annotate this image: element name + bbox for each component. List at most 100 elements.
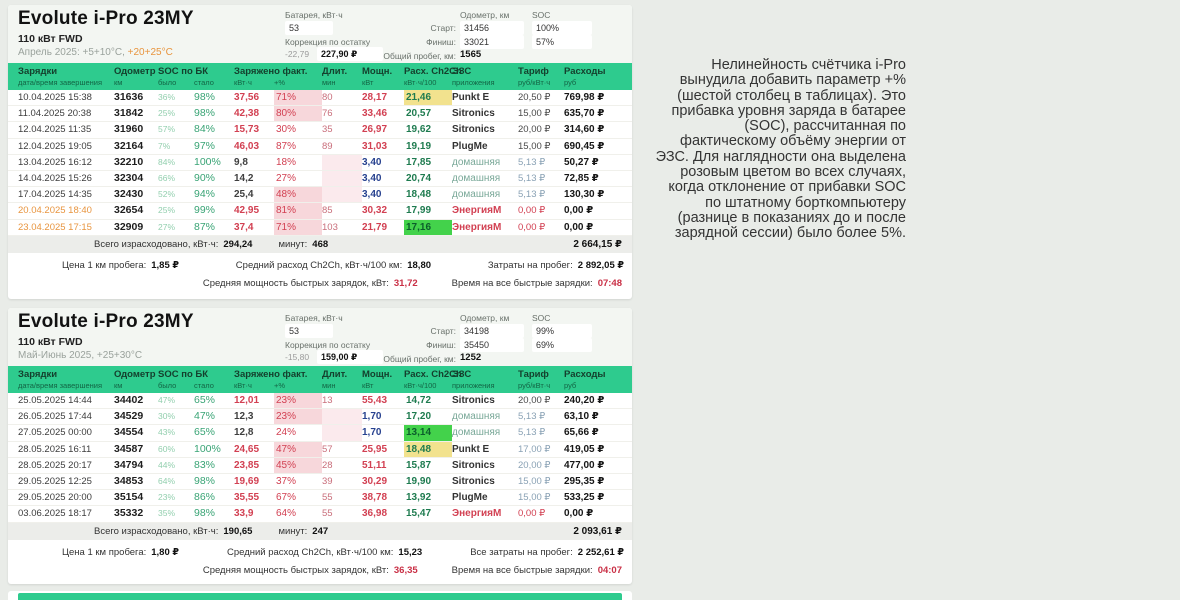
finish-soc-field[interactable]: 57% (532, 35, 592, 49)
totals-minutes-label: минут: (278, 238, 308, 250)
cell-soc-after: 90% (194, 171, 216, 184)
battery-field[interactable]: 53 (285, 21, 333, 35)
cell-odometer: 31636 (114, 91, 144, 103)
cell-date: 26.05.2025 17:44 (18, 411, 92, 423)
start-odometer-field[interactable]: 34198 (460, 324, 524, 338)
cell-odometer: 32210 (114, 155, 144, 168)
battery-field[interactable]: 53 (285, 324, 333, 338)
column-header: Длит. (322, 369, 348, 380)
cell-ch2ch: 19,90 (406, 475, 432, 487)
cell-tariff: 15,00 ₽ (518, 140, 551, 152)
totals-minutes-label: минут: (278, 525, 308, 537)
cell-charged-kwh: 35,55 (234, 492, 260, 504)
table-row: 12.04.2025 19:05 32164 7% 97% 46,03 87% 89 31,0… (8, 139, 632, 155)
cell-odometer: 32430 (114, 188, 144, 201)
cell-tariff: 0,00 ₽ (518, 205, 546, 217)
cell-cost: 477,00 ₽ (564, 459, 605, 471)
soc-label: SOC (532, 313, 551, 323)
cell-ch2ch: 19,19 (406, 140, 432, 152)
cell-ch2ch: 15,47 (406, 508, 432, 520)
column-subheader: кВт·ч (234, 381, 252, 390)
cell-power: 30,29 (362, 475, 388, 487)
avg-fast-power: Средняя мощность быстрых зарядок, кВт: 36… (202, 565, 418, 576)
cell-ch2ch: 13,92 (406, 492, 432, 504)
cell-tariff: 15,00 ₽ (518, 108, 551, 120)
cell-date: 12.04.2025 19:05 (18, 140, 92, 152)
cell-soc-plus: 23% (274, 409, 322, 425)
start-soc-field[interactable]: 99% (532, 324, 592, 338)
cell-power: 30,32 (362, 205, 388, 217)
cell-station-app: Punkt E (452, 443, 490, 455)
cell-charged-kwh: 37,56 (234, 92, 260, 103)
cell-date: 12.04.2025 11:35 (18, 124, 92, 136)
cell-ch2ch: 13,14 (404, 425, 452, 441)
cell-tariff: 20,00 ₽ (518, 124, 551, 136)
start-odometer-field[interactable]: 31456 (460, 21, 524, 35)
cell-soc-plus: 37% (276, 475, 297, 487)
cell-date: 14.04.2025 15:26 (18, 172, 92, 184)
cell-tariff: 5,13 ₽ (518, 189, 546, 201)
cell-power: 26,97 (362, 124, 388, 136)
column-header: Мощн. (362, 369, 393, 380)
cell-soc-after: 83% (194, 458, 216, 471)
totals-minutes-value: 468 (312, 238, 329, 250)
cell-cost: 314,60 ₽ (564, 124, 605, 136)
cell-power: 55,43 (362, 395, 388, 406)
cell-station-app: домашняя (452, 411, 501, 423)
totals-kwh-value: 294,24 (223, 238, 253, 250)
cell-duration (322, 425, 362, 441)
correction-rub-field[interactable]: 227,90 ₽ (317, 47, 383, 61)
finish-soc-field[interactable]: 69% (532, 338, 592, 352)
cell-date: 20.04.2025 18:40 (18, 205, 92, 217)
cell-soc-before: 57% (158, 124, 176, 135)
cell-power: 38,78 (362, 492, 388, 504)
start-label: Старт: (430, 23, 456, 33)
column-subheader: мин (322, 78, 336, 87)
avg-consumption: Средний расход Ch2Ch, кВт·ч/100 км: 15,23 (226, 547, 423, 558)
report-header-may-june: Evolute i-Pro 23MY 110 кВт FWD Май-Июнь … (8, 308, 632, 366)
finish-label: Финиш: (426, 37, 456, 47)
summary-block: Цена 1 км пробега: 1,85 ₽ Средний расход … (8, 253, 632, 293)
cell-soc-after: 86% (194, 491, 216, 504)
cell-soc-plus: 64% (276, 508, 297, 520)
cell-station-app: Sitronics (452, 395, 495, 406)
start-soc-field[interactable]: 100% (532, 21, 592, 35)
correction-rub-field[interactable]: 159,00 ₽ (317, 350, 383, 364)
cell-charged-kwh: 46,03 (234, 140, 260, 152)
totals-kwh-value: 190,65 (223, 525, 253, 537)
cell-power: 3,40 (362, 156, 382, 168)
finish-odometer-field[interactable]: 35450 (460, 338, 524, 352)
cell-odometer: 32304 (114, 171, 144, 184)
cell-station-app: Sitronics (452, 124, 495, 136)
cell-station-app: домашняя (452, 427, 501, 439)
cell-odometer: 34402 (114, 394, 144, 406)
cell-cost: 0,00 ₽ (564, 205, 594, 217)
column-header: SOC по БК (158, 66, 209, 77)
column-subheader: руб/кВт·ч (518, 381, 551, 390)
cell-ch2ch: 15,87 (406, 459, 432, 471)
cell-soc-after: 47% (194, 410, 216, 423)
cell-ch2ch: 17,99 (406, 205, 432, 217)
finish-label: Финиш: (426, 340, 456, 350)
cell-soc-plus: 18% (276, 156, 297, 168)
cell-ch2ch: 21,46 (404, 90, 452, 106)
cell-odometer: 34587 (114, 442, 144, 455)
finish-odometer-field[interactable]: 33021 (460, 35, 524, 49)
cell-power: 31,03 (362, 140, 388, 152)
column-subheader: кВт (362, 78, 374, 87)
column-header: Заряжено факт. (234, 66, 308, 77)
table-row: 03.06.2025 18:17 35332 35% 98% 33,9 64% 55 36,9… (8, 506, 632, 523)
column-header: SOC по БК (158, 369, 209, 380)
cell-station-app: домашняя (452, 189, 501, 201)
cell-soc-after: 100% (194, 155, 221, 168)
cell-odometer: 31842 (114, 107, 144, 120)
cell-ch2ch: 14,72 (406, 395, 432, 406)
april-report-card: Evolute i-Pro 23MY 110 кВт FWD Апрель 20… (8, 5, 632, 299)
cell-tariff: 5,13 ₽ (518, 156, 546, 168)
period-label: Апрель 2025: +5+10°C, +20+25°C (18, 47, 173, 58)
cell-odometer: 32654 (114, 204, 144, 217)
price-per-km: Цена 1 км пробега: 1,80 ₽ (62, 547, 179, 558)
column-header: Одометр (114, 66, 156, 77)
table-row: 13.04.2025 16:12 32210 84% 100% 9,8 18% 3,40 17… (8, 154, 632, 171)
column-subheader: стало (194, 381, 214, 390)
